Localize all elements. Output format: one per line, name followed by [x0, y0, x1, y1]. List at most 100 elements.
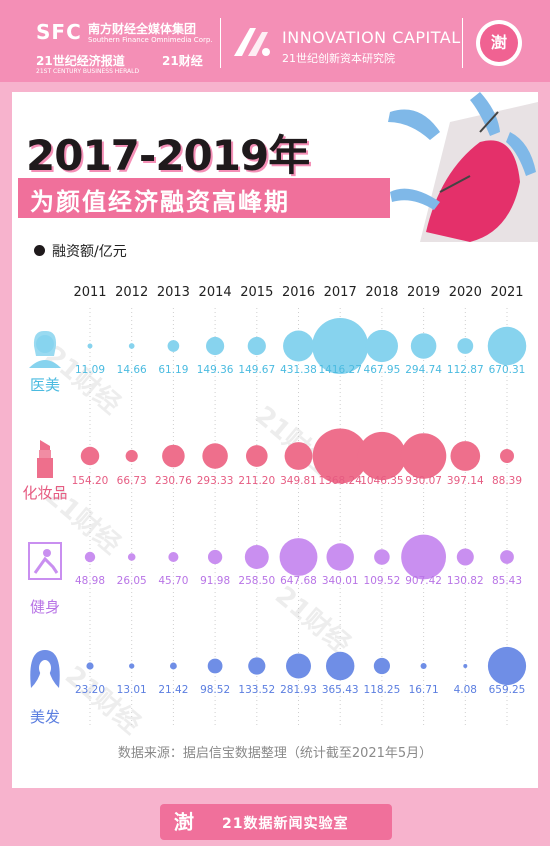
year-label: 2014 — [199, 285, 232, 300]
bubble — [128, 343, 135, 349]
header-divider — [220, 18, 221, 68]
value-label: 1368.24 — [318, 475, 362, 487]
hair-icon — [30, 650, 60, 688]
bubble — [312, 428, 368, 484]
bubble — [373, 657, 390, 675]
value-label: 349.81 — [280, 475, 317, 487]
value-label: 258.50 — [238, 575, 275, 587]
value-label: 930.07 — [405, 475, 442, 487]
year-label: 2017 — [324, 285, 357, 300]
hero-illustration-icon — [388, 92, 538, 242]
bubble — [279, 538, 318, 576]
bubble — [284, 442, 313, 470]
title-line-1: 2017-2019年 — [26, 131, 310, 180]
sfc-name-en: Southern Finance Omnimedia Corp. — [88, 36, 213, 44]
year-label: 2018 — [365, 285, 398, 300]
innovation-capital-name: INNOVATION CAPITAL — [282, 28, 461, 47]
bubble — [400, 433, 447, 479]
category-label: 美发 — [30, 708, 60, 726]
bubble — [169, 662, 177, 670]
bubble — [312, 318, 369, 374]
bubble — [326, 543, 354, 571]
year-label: 2011 — [73, 285, 106, 300]
value-label: 16.71 — [409, 684, 439, 696]
bubble — [84, 551, 96, 563]
bubble — [500, 449, 514, 463]
bubble — [162, 444, 185, 468]
value-label: 61.19 — [158, 364, 188, 376]
year-label: 2012 — [115, 285, 148, 300]
value-label: 11.09 — [75, 364, 105, 376]
value-label: 907.42 — [405, 575, 442, 587]
bubble — [244, 545, 269, 569]
bubble — [410, 333, 437, 359]
value-label: 670.31 — [489, 364, 526, 376]
bubble — [87, 343, 93, 349]
bubble — [206, 336, 225, 356]
lipstick-icon — [37, 440, 53, 478]
herald-name-cn: 21世纪经济报道 — [36, 54, 125, 68]
category-label: 化妆品 — [22, 484, 67, 502]
bubble — [487, 326, 527, 366]
value-label: 149.67 — [238, 364, 275, 376]
legend-dot — [34, 245, 45, 256]
herald-name-en: 21ST CENTURY BUSINESS HERALD — [36, 68, 140, 75]
bubble — [127, 553, 136, 561]
value-label: 109.52 — [364, 575, 401, 587]
value-label: 23.20 — [75, 684, 105, 696]
value-label: 230.76 — [155, 475, 192, 487]
year-label: 2015 — [240, 285, 273, 300]
bubble — [207, 549, 223, 565]
bubble — [86, 662, 94, 670]
value-label: 294.74 — [405, 364, 442, 376]
bubble — [325, 651, 355, 681]
innovation-capital-logo-icon — [234, 28, 270, 56]
sfc-name-cn: 南方财经全媒体集团 — [88, 22, 197, 36]
bubble — [247, 336, 266, 356]
year-label: 2019 — [407, 285, 440, 300]
year-label: 2021 — [490, 285, 523, 300]
value-label: 659.25 — [489, 684, 526, 696]
bubble — [457, 338, 474, 354]
bubble — [286, 653, 311, 679]
bubble — [125, 449, 138, 463]
value-label: 48.98 — [75, 575, 105, 587]
bubble — [207, 658, 223, 674]
bubble — [202, 443, 228, 469]
bubble — [420, 662, 427, 670]
woman-icon — [29, 330, 61, 368]
bubble — [463, 664, 468, 668]
year-label: 2020 — [449, 285, 482, 300]
value-label: 98.52 — [200, 684, 230, 696]
bubble — [456, 548, 474, 566]
value-label: 154.20 — [72, 475, 109, 487]
value-label: 91.98 — [200, 575, 230, 587]
value-label: 211.20 — [238, 475, 275, 487]
title-band — [18, 178, 390, 218]
bubble — [248, 657, 266, 675]
bubble — [168, 551, 179, 563]
bubble — [374, 549, 390, 565]
value-label: 130.82 — [447, 575, 484, 587]
value-label: 66.73 — [117, 475, 147, 487]
value-label: 85.43 — [492, 575, 522, 587]
value-label: 467.95 — [364, 364, 401, 376]
value-label: 45.70 — [158, 575, 188, 587]
bubble — [365, 329, 398, 363]
value-label: 340.01 — [322, 575, 359, 587]
sfc-logo: SFC — [36, 20, 82, 44]
value-label: 431.38 — [280, 364, 317, 376]
header-divider — [462, 18, 463, 68]
value-label: 1416.27 — [318, 364, 361, 376]
innovation-capital-sub: 21世纪创新资本研究院 — [282, 52, 395, 65]
bubble — [357, 431, 406, 481]
year-label: 2016 — [282, 285, 315, 300]
value-label: 397.14 — [447, 475, 484, 487]
bubble — [401, 534, 447, 580]
brand-logo-char: 澍 — [480, 24, 518, 62]
value-label: 281.93 — [280, 684, 317, 696]
title-line-2: 为颜值经济融资高峰期 — [30, 188, 290, 216]
value-label: 21.42 — [158, 684, 188, 696]
bubble — [167, 340, 180, 352]
value-label: 14.66 — [117, 364, 147, 376]
